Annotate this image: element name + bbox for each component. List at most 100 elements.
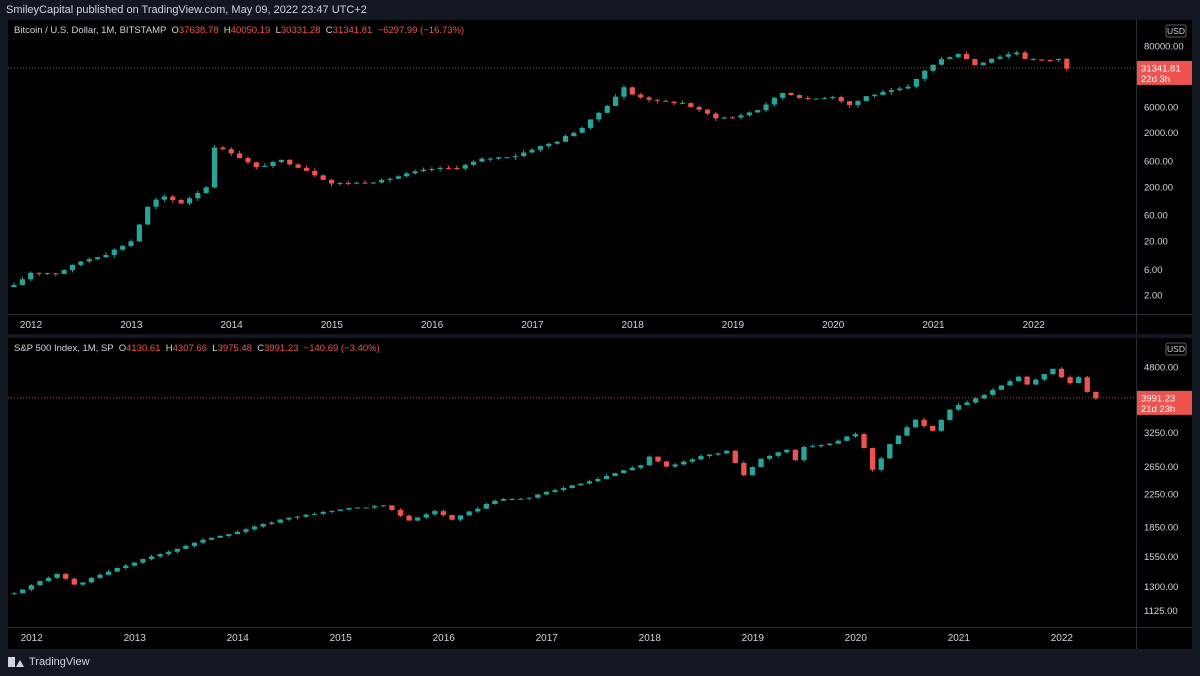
bitcoin-candle[interactable]	[730, 116, 736, 119]
sp500-chart-pane[interactable]: 1125.00 1300.00 1550.00 1850.00 2250.00 2650.…	[8, 338, 1192, 649]
sp500-candle[interactable]	[775, 452, 781, 458]
bitcoin-candle[interactable]	[404, 171, 410, 178]
sp500-candle[interactable]	[921, 417, 927, 428]
sp500-candle[interactable]	[88, 577, 95, 584]
bitcoin-candle[interactable]	[128, 239, 134, 248]
sp500-candle[interactable]	[852, 432, 859, 438]
bitcoin-candle[interactable]	[587, 119, 594, 130]
sp500-candle[interactable]	[157, 553, 163, 559]
sp500-candle[interactable]	[638, 464, 644, 470]
sp500-candle[interactable]	[1075, 375, 1082, 384]
sp500-candle[interactable]	[97, 573, 103, 579]
bitcoin-candle[interactable]	[145, 206, 151, 226]
bitcoin-candle[interactable]	[897, 86, 903, 92]
bitcoin-candle[interactable]	[178, 199, 184, 204]
bitcoin-candle[interactable]	[262, 163, 268, 168]
sp500-candle[interactable]	[303, 514, 309, 518]
sp500-candle[interactable]	[724, 449, 730, 455]
bitcoin-candle[interactable]	[245, 156, 251, 165]
sp500-candle[interactable]	[672, 462, 678, 469]
bitcoin-candle[interactable]	[938, 56, 945, 66]
bitcoin-candle[interactable]	[111, 248, 117, 258]
sp500-candle[interactable]	[621, 470, 627, 474]
sp500-candle[interactable]	[887, 443, 893, 460]
sp500-candle[interactable]	[243, 527, 249, 534]
bitcoin-candle[interactable]	[120, 244, 126, 251]
bitcoin-candle[interactable]	[1014, 50, 1020, 56]
bitcoin-candle[interactable]	[161, 194, 168, 202]
sp500-candle[interactable]	[329, 510, 335, 514]
bitcoin-candle[interactable]	[1047, 59, 1053, 63]
sp500-candle[interactable]	[37, 580, 43, 586]
bitcoin-candle[interactable]	[19, 276, 25, 286]
bitcoin-candle[interactable]	[328, 178, 335, 187]
sp500-candle[interactable]	[20, 589, 26, 594]
bitcoin-candle[interactable]	[755, 110, 761, 113]
bitcoin-candle[interactable]	[855, 99, 861, 108]
bitcoin-candle[interactable]	[654, 98, 660, 104]
sp500-candle[interactable]	[466, 510, 472, 517]
bitcoin-candle[interactable]	[763, 102, 769, 113]
sp500-candle[interactable]	[45, 576, 52, 582]
bitcoin-candle[interactable]	[1064, 57, 1070, 71]
sp500-candle[interactable]	[758, 458, 764, 468]
sp500-candle[interactable]	[1093, 391, 1099, 400]
bitcoin-candle[interactable]	[947, 56, 953, 60]
sp500-candle[interactable]	[629, 465, 635, 471]
sp500-candle[interactable]	[432, 509, 438, 517]
bitcoin-candle[interactable]	[696, 105, 702, 112]
sp500-candle[interactable]	[646, 455, 653, 467]
bitcoin-candle[interactable]	[504, 156, 510, 159]
bitcoin-candle[interactable]	[913, 78, 920, 89]
sp500-candle[interactable]	[964, 400, 970, 406]
bitcoin-candle[interactable]	[579, 126, 585, 134]
bitcoin-candle[interactable]	[780, 92, 786, 101]
bitcoin-candle[interactable]	[738, 113, 744, 120]
bitcoin-candle[interactable]	[462, 163, 468, 171]
sp500-candle[interactable]	[105, 569, 112, 576]
sp500-candle[interactable]	[226, 533, 232, 538]
sp500-candle[interactable]	[63, 573, 69, 581]
sp500-candle[interactable]	[861, 432, 867, 449]
sp500-candle[interactable]	[11, 592, 17, 595]
bitcoin-candle[interactable]	[94, 256, 101, 261]
bitcoin-candle[interactable]	[721, 116, 727, 120]
sp500-candle[interactable]	[363, 507, 369, 509]
sp500-candle[interactable]	[878, 456, 884, 472]
sp500-candle[interactable]	[1058, 367, 1065, 379]
sp500-candle[interactable]	[732, 449, 738, 464]
bitcoin-chart-pane[interactable]: 2.00 6.00 20.00 60.00 200.00 600.00 2000.00 600…	[8, 20, 1192, 334]
bitcoin-candle[interactable]	[704, 109, 711, 116]
sp500-candle[interactable]	[801, 445, 807, 463]
bitcoin-candle[interactable]	[1030, 57, 1036, 61]
sp500-candle[interactable]	[766, 454, 773, 461]
bitcoin-candle[interactable]	[771, 96, 777, 107]
bitcoin-candle[interactable]	[320, 174, 326, 181]
bitcoin-candle[interactable]	[963, 51, 970, 60]
sp500-candle[interactable]	[578, 483, 584, 487]
sp500-candle[interactable]	[535, 493, 541, 499]
sp500-candle[interactable]	[406, 514, 412, 521]
bitcoin-candle[interactable]	[303, 165, 310, 172]
bitcoin-candle[interactable]	[746, 111, 752, 117]
bitcoin-candle[interactable]	[880, 89, 886, 96]
sp500-candle[interactable]	[251, 525, 258, 531]
sp500-candle[interactable]	[595, 477, 601, 483]
sp500-candle[interactable]	[655, 456, 661, 463]
sp500-candle[interactable]	[526, 497, 532, 500]
bitcoin-candle[interactable]	[186, 196, 193, 206]
sp500-candle[interactable]	[475, 506, 481, 514]
sp500-candle[interactable]	[698, 454, 704, 461]
sp500-candle[interactable]	[947, 408, 953, 422]
sp500-candle[interactable]	[260, 523, 266, 528]
sp500-candle[interactable]	[337, 509, 344, 512]
sp500-candle[interactable]	[217, 535, 223, 539]
bitcoin-candle[interactable]	[278, 159, 284, 164]
sp500-candle[interactable]	[208, 537, 215, 541]
sp500-candle[interactable]	[294, 515, 301, 520]
sp500-candle[interactable]	[483, 502, 489, 510]
sp500-candle[interactable]	[955, 403, 962, 412]
sp500-currency-badge[interactable]: USD	[1165, 342, 1187, 356]
sp500-candle[interactable]	[200, 538, 206, 545]
sp500-candle[interactable]	[372, 504, 378, 510]
